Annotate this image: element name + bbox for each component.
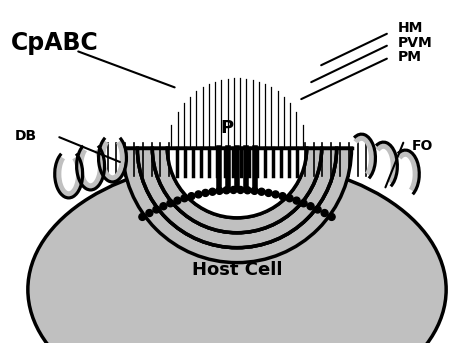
- Circle shape: [251, 187, 258, 194]
- Circle shape: [307, 203, 314, 210]
- Circle shape: [244, 187, 251, 194]
- Circle shape: [202, 190, 209, 196]
- Circle shape: [209, 188, 216, 195]
- Circle shape: [272, 191, 279, 198]
- Circle shape: [188, 193, 195, 200]
- Wedge shape: [167, 148, 307, 218]
- Text: CpABC: CpABC: [11, 31, 99, 55]
- Circle shape: [265, 190, 272, 196]
- Wedge shape: [122, 148, 352, 262]
- Circle shape: [167, 200, 174, 207]
- Circle shape: [293, 197, 300, 204]
- Circle shape: [314, 206, 321, 213]
- Circle shape: [286, 195, 293, 202]
- Wedge shape: [152, 148, 322, 233]
- Wedge shape: [137, 148, 337, 248]
- Text: HM: HM: [397, 21, 423, 35]
- Ellipse shape: [28, 160, 446, 344]
- Text: DB: DB: [15, 129, 37, 143]
- Circle shape: [139, 213, 146, 221]
- Circle shape: [328, 213, 335, 221]
- Circle shape: [279, 193, 286, 200]
- Text: PM: PM: [397, 51, 421, 64]
- Circle shape: [146, 209, 153, 216]
- Circle shape: [237, 186, 244, 193]
- Text: PVM: PVM: [397, 35, 432, 50]
- Circle shape: [181, 195, 188, 202]
- Circle shape: [230, 186, 237, 193]
- Wedge shape: [152, 148, 322, 233]
- Circle shape: [258, 188, 265, 195]
- Circle shape: [153, 206, 160, 213]
- Circle shape: [160, 203, 167, 210]
- Circle shape: [174, 197, 181, 204]
- Circle shape: [300, 200, 307, 207]
- Circle shape: [195, 191, 202, 198]
- Circle shape: [223, 187, 230, 194]
- Circle shape: [321, 209, 328, 216]
- Circle shape: [216, 187, 223, 194]
- Text: FO: FO: [411, 139, 433, 153]
- Text: Host Cell: Host Cell: [192, 261, 282, 279]
- Wedge shape: [137, 148, 337, 248]
- Text: P: P: [220, 119, 234, 137]
